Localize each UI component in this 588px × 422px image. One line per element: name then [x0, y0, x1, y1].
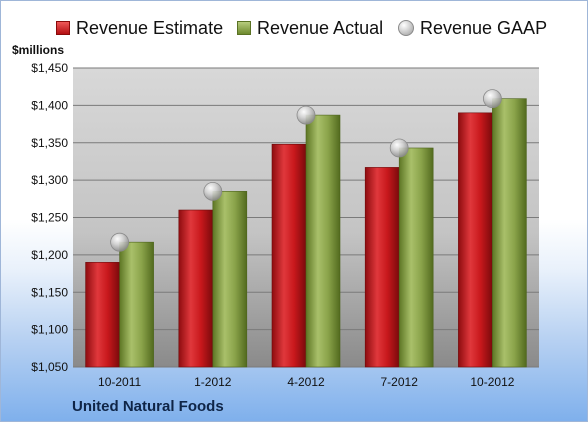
x-tick-label: 4-2012 — [287, 375, 325, 389]
x-tick-label: 1-2012 — [194, 375, 232, 389]
bar-revenue-estimate — [85, 262, 120, 368]
legend-swatch-actual — [237, 21, 251, 35]
bars — [85, 98, 527, 368]
legend-item-gaap: Revenue GAAP — [398, 14, 547, 42]
company-name: United Natural Foods — [72, 398, 224, 415]
chart-legend: Revenue Estimate Revenue Actual Revenue … — [0, 14, 588, 42]
y-tick-label: $1,450 — [31, 61, 68, 75]
y-tick-label: $1,050 — [31, 360, 68, 374]
units-label: $millions — [12, 43, 65, 57]
bar-revenue-estimate — [364, 167, 400, 368]
bar-revenue-actual — [492, 98, 527, 368]
bar-revenue-actual — [305, 114, 341, 368]
bar-revenue-estimate — [271, 143, 307, 368]
y-tick-label: $1,400 — [31, 98, 68, 112]
legend-item-estimate: Revenue Estimate — [56, 14, 223, 42]
y-tick-label: $1,250 — [31, 211, 68, 225]
bar-revenue-estimate — [178, 209, 214, 368]
x-tick-label: 10-2011 — [98, 375, 141, 389]
x-tick-labels: 10-2011 1-2012 4-2012 7-2012 10-2012 — [98, 375, 515, 389]
legend-swatch-gaap — [398, 20, 414, 36]
legend-swatch-estimate — [56, 21, 70, 35]
y-tick-label: $1,200 — [31, 248, 68, 262]
y-tick-label: $1,300 — [31, 173, 68, 187]
y-tick-label: $1,350 — [31, 136, 68, 150]
marker-revenue-gaap — [482, 89, 502, 109]
x-tick-label: 7-2012 — [381, 375, 419, 389]
gaap-markers — [110, 89, 502, 252]
bar-revenue-actual — [212, 191, 248, 368]
marker-revenue-gaap — [389, 138, 409, 158]
x-tick-label: 10-2012 — [470, 375, 514, 389]
legend-label-actual: Revenue Actual — [257, 17, 384, 38]
bar-revenue-estimate — [458, 112, 493, 368]
marker-revenue-gaap — [110, 232, 129, 252]
y-tick-labels: $1,050 $1,100 $1,150 $1,200 $1,250 $1,300 $1,3… — [31, 61, 68, 374]
y-tick-label: $1,150 — [31, 285, 68, 299]
legend-label-estimate: Revenue Estimate — [76, 17, 224, 38]
legend-item-actual: Revenue Actual — [237, 14, 383, 42]
bar-revenue-actual — [398, 147, 434, 368]
marker-revenue-gaap — [296, 105, 316, 125]
legend-label-gaap: Revenue GAAP — [420, 17, 548, 38]
bar-revenue-actual — [119, 241, 154, 368]
marker-revenue-gaap — [203, 181, 223, 201]
y-tick-label: $1,100 — [31, 323, 68, 337]
